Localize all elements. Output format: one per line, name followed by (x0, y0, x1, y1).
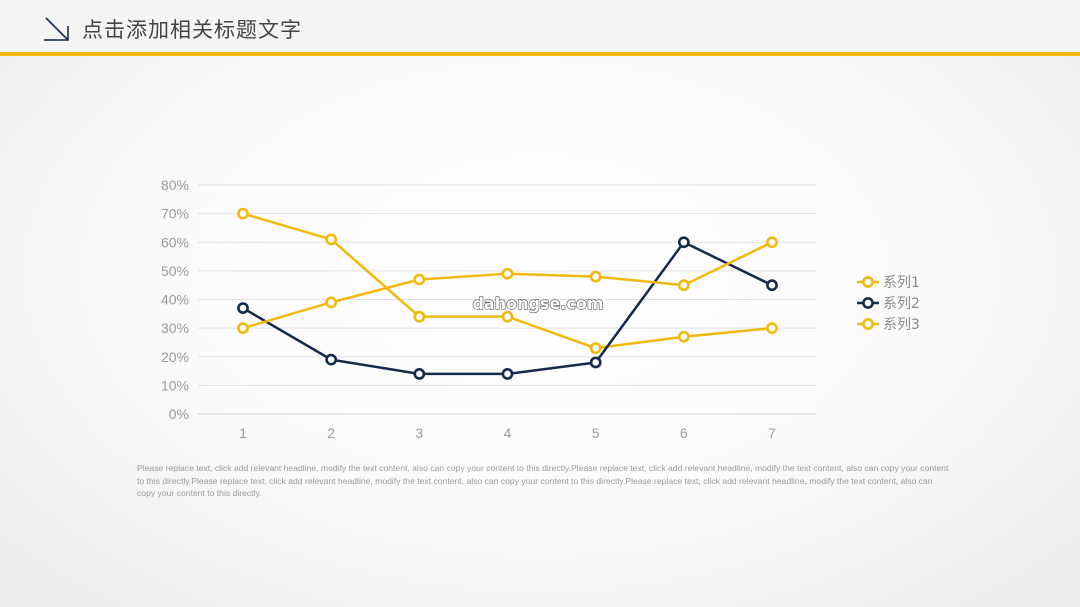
series-3 (237, 236, 778, 335)
legend-swatch-marker (862, 276, 874, 288)
data-point (501, 267, 514, 280)
legend-label: 系列3 (883, 317, 920, 333)
data-point (766, 279, 778, 292)
x-tick-label: 3 (415, 425, 423, 441)
data-point (237, 322, 249, 335)
y-tick-label: 40% (161, 292, 189, 308)
chart-legend: 系列1 系列2 系列3 (857, 275, 920, 333)
data-point (766, 322, 778, 335)
data-point (589, 270, 602, 283)
data-point (325, 233, 338, 246)
data-point (589, 342, 602, 355)
y-tick-label: 60% (161, 234, 189, 250)
data-point (413, 273, 426, 286)
x-tick-label: 5 (592, 425, 600, 441)
y-tick-label: 0% (169, 406, 189, 422)
body-text: Please replace text, click add relevant … (137, 463, 949, 498)
header-accent-rule (0, 52, 1080, 56)
data-point (413, 368, 426, 380)
y-tick-label: 10% (161, 377, 189, 393)
data-point (501, 310, 514, 323)
legend-item: 系列2 (857, 296, 920, 312)
y-tick-label: 20% (161, 349, 189, 365)
x-tick-label: 1 (239, 425, 247, 441)
y-tick-label: 30% (161, 320, 189, 336)
data-point (413, 310, 426, 323)
data-point (325, 296, 338, 309)
page-title: 点击添加相关标题文字 (82, 18, 302, 42)
watermark: dahongse.com (472, 294, 603, 313)
legend-item: 系列3 (857, 317, 920, 333)
x-tick-label: 2 (327, 425, 335, 441)
x-tick-label: 7 (768, 425, 776, 441)
data-point (677, 236, 690, 249)
data-point (589, 356, 602, 369)
legend-label: 系列2 (883, 296, 920, 312)
y-tick-label: 70% (161, 206, 189, 222)
data-point (237, 207, 249, 220)
arrow-down-right-icon (44, 17, 69, 41)
data-point (237, 302, 249, 314)
x-tick-label: 4 (504, 425, 512, 441)
chart-series (237, 207, 778, 380)
chart-grid (198, 184, 816, 415)
data-point (677, 330, 690, 343)
header-bar (0, 0, 1080, 52)
data-point (501, 368, 514, 380)
series-2 (237, 236, 778, 380)
data-point (766, 236, 778, 249)
series-1 (237, 207, 778, 355)
data-point (325, 353, 338, 366)
legend-swatch-marker (862, 318, 874, 330)
legend-item: 系列1 (857, 275, 920, 291)
y-tick-label: 80% (161, 177, 189, 193)
x-tick-label: 6 (680, 425, 688, 441)
data-point (677, 279, 690, 292)
y-axis-ticks: 0% 10% 20% 30% 40% 50% 60% 70% 80% (161, 177, 189, 422)
legend-label: 系列1 (883, 275, 920, 291)
legend-swatch-marker (862, 297, 874, 309)
y-tick-label: 50% (161, 263, 189, 279)
x-axis-ticks: 1 2 3 4 5 6 7 (239, 425, 776, 441)
